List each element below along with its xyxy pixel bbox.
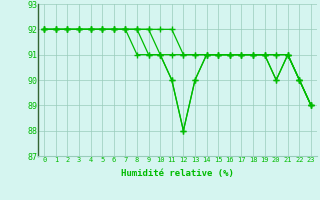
X-axis label: Humidité relative (%): Humidité relative (%) bbox=[121, 169, 234, 178]
